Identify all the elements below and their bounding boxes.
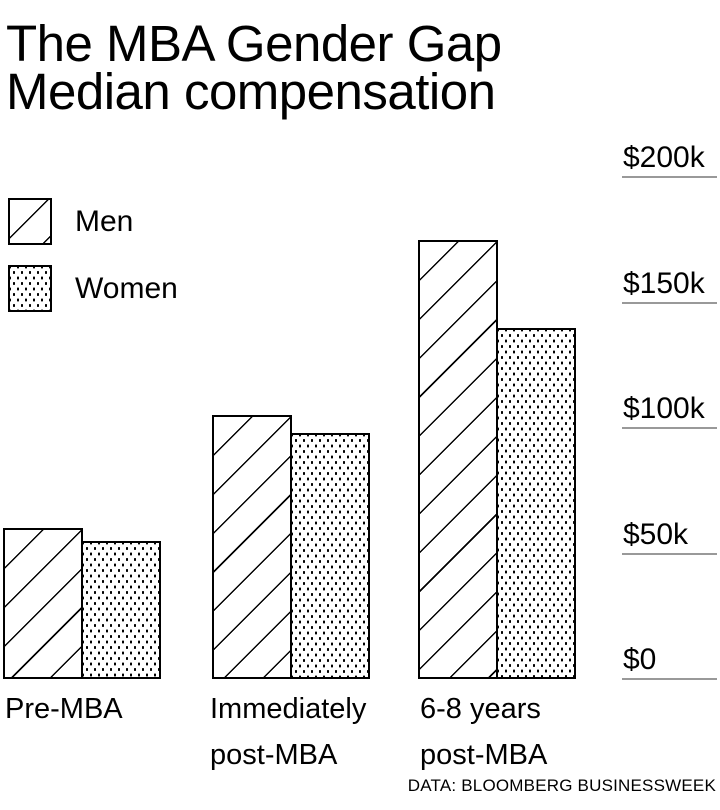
chart-title-block: The MBA Gender Gap Median compensation <box>6 15 502 120</box>
x-category-label-line: Pre-MBA <box>5 693 123 725</box>
men-bar-3 <box>418 240 498 679</box>
y-axis-gridline <box>622 552 717 555</box>
y-axis-gridline <box>622 301 717 304</box>
x-category-label-line: Immediately <box>210 693 367 725</box>
chart-title: The MBA Gender Gap <box>6 15 502 72</box>
legend-item-men: Men <box>8 198 178 245</box>
y-axis-tick-label: $50k <box>623 517 689 551</box>
men-bar-1 <box>3 528 83 679</box>
y-axis-tick-label: $200k <box>623 141 705 174</box>
legend-label-men: Men <box>75 204 134 238</box>
source-credit: DATA: BLOOMBERG BUSINESSWEEK <box>407 776 716 795</box>
x-category-label-line: 6-8 years <box>420 693 541 725</box>
legend: Men Women <box>8 198 178 332</box>
women-bar-3 <box>496 328 576 679</box>
y-axis-gridline <box>622 427 717 429</box>
y-axis-tick-label: $150k <box>623 266 705 300</box>
men-bar-2 <box>212 415 292 679</box>
x-category-label: Pre-MBA <box>5 686 123 732</box>
women-dots-swatch-icon <box>8 265 52 312</box>
women-bar-1 <box>81 541 161 679</box>
y-axis-tick-label: $100k <box>623 392 705 425</box>
y-axis-tick-label: $0 <box>623 643 657 676</box>
legend-label-women: Women <box>75 271 178 305</box>
women-bar-2 <box>290 433 370 679</box>
chart-subtitle: Median compensation <box>6 63 496 120</box>
legend-item-women: Women <box>8 265 178 312</box>
y-axis-gridline <box>622 176 717 178</box>
y-axis-gridline <box>622 678 717 680</box>
x-category-label-line: post-MBA <box>210 739 338 771</box>
x-category-label: Immediately post-MBA <box>210 686 366 778</box>
x-category-label: 6-8 years post-MBA <box>420 686 547 778</box>
men-hatch-swatch-icon <box>8 198 52 245</box>
x-category-label-line: post-MBA <box>420 739 548 771</box>
